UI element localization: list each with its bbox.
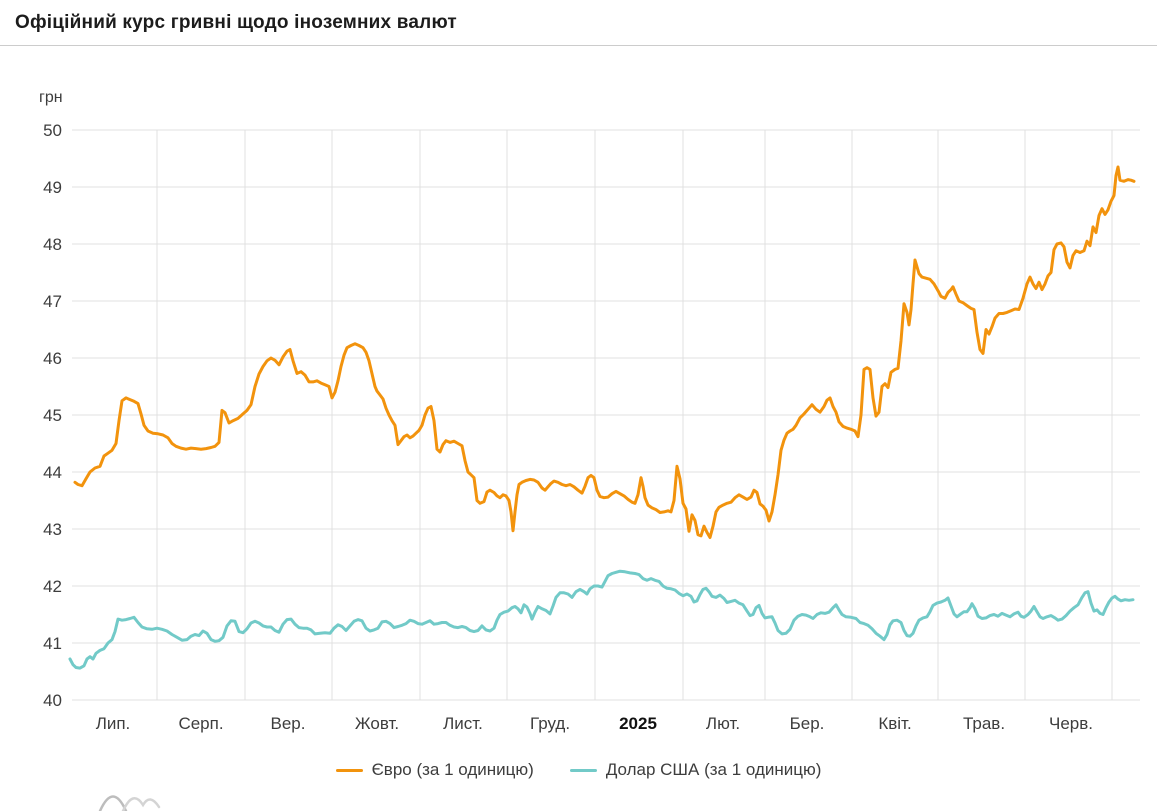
euro-line[interactable]: [73, 165, 1136, 539]
euro-line-swatch-icon: [335, 768, 363, 772]
x-tick-label: Серп.: [178, 714, 223, 733]
x-tick-label: 2025: [619, 714, 657, 733]
x-tick-label: Квіт.: [878, 714, 911, 733]
y-tick-label: 44: [43, 463, 62, 482]
y-axis-unit-label: грн: [39, 89, 63, 106]
y-tick-label: 47: [43, 292, 62, 311]
y-tick-label: 46: [43, 349, 62, 368]
legend-item-euro[interactable]: Євро (за 1 одиницю): [335, 760, 534, 780]
x-tick-label: Черв.: [1049, 714, 1093, 733]
x-tick-label: Лист.: [443, 714, 483, 733]
legend-label-usd: Долар США (за 1 одиницю): [605, 760, 822, 779]
y-tick-label: 49: [43, 178, 62, 197]
x-tick-label: Груд.: [530, 714, 570, 733]
legend-label-euro: Євро (за 1 одиницю): [371, 760, 534, 779]
y-tick-label: 50: [43, 121, 62, 140]
legend-item-usd[interactable]: Долар США (за 1 одиницю): [569, 760, 822, 780]
usd-line[interactable]: [68, 569, 1135, 670]
y-tick-label: 45: [43, 406, 62, 425]
y-tick-label: 43: [43, 520, 62, 539]
y-tick-label: 41: [43, 634, 62, 653]
x-tick-label: Вер.: [271, 714, 306, 733]
y-tick-label: 40: [43, 691, 62, 710]
y-tick-label: 48: [43, 235, 62, 254]
x-tick-label: Трав.: [963, 714, 1005, 733]
usd-line-swatch-icon: [569, 768, 597, 772]
x-tick-label: Лип.: [96, 714, 131, 733]
page-header: Офіційний курс гривні щодо іноземних вал…: [0, 0, 1157, 46]
mountain-curves-watermark-icon: [98, 795, 161, 811]
x-tick-label: Бер.: [790, 714, 825, 733]
x-tick-label: Жовт.: [355, 714, 399, 733]
chart-legend: Євро (за 1 одиницю) Долар США (за 1 один…: [0, 760, 1157, 780]
y-tick-label: 42: [43, 577, 62, 596]
page-title: Офіційний курс гривні щодо іноземних вал…: [15, 12, 457, 33]
x-tick-label: Лют.: [706, 714, 740, 733]
